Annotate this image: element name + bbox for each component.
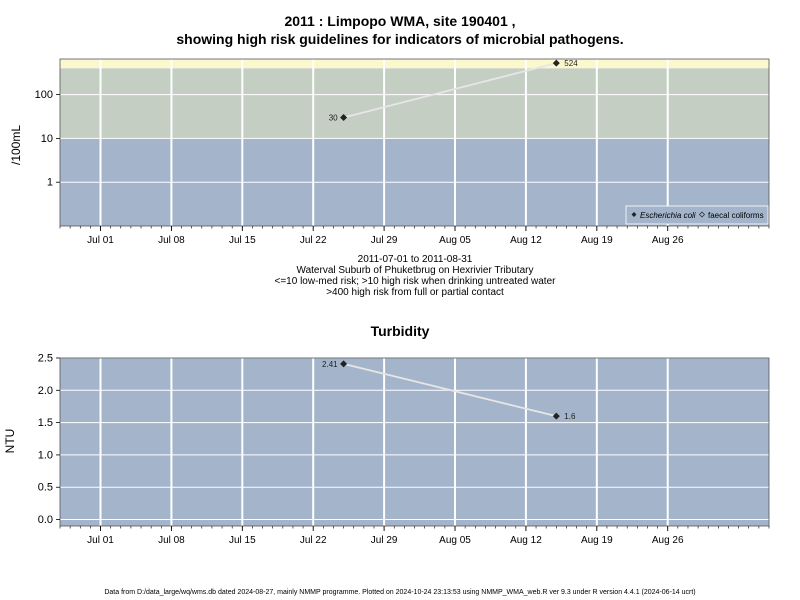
x-tick-label-5: Aug 05	[439, 535, 471, 546]
series-line-0	[343, 362, 557, 418]
data-point-1	[552, 412, 560, 420]
plot-background	[60, 358, 769, 526]
y-tick-label-3: 1.5	[38, 417, 53, 429]
chart-title-line2: showing high risk guidelines for indicat…	[176, 31, 624, 47]
x-tick-label-0: Jul 01	[87, 535, 114, 546]
data-label-1: 1.6	[564, 412, 576, 421]
series-line-0	[343, 62, 557, 119]
legend-box	[625, 205, 769, 225]
x-tick-label-0: Jul 01	[87, 235, 114, 246]
legend-entry-faecal: faecal coliforms	[708, 211, 764, 220]
legend-marker-faecal	[699, 211, 705, 218]
x-tick-label-8: Aug 26	[652, 535, 684, 546]
data-point-0	[340, 360, 348, 368]
x-tick-label-3: Jul 22	[300, 235, 327, 246]
x-tick-label-4: Jul 29	[371, 235, 398, 246]
x-tick-label-1: Jul 08	[158, 235, 185, 246]
x-tick-label-2: Jul 15	[229, 235, 256, 246]
y-tick-label-0: 0.0	[38, 514, 53, 526]
ecoli-chart: 1 10 100 Jul 01 Jul 08 Jul 15 Jul 22 Jul 29 Aug …	[35, 58, 770, 246]
y-tick-label-0: 1	[47, 177, 53, 189]
data-label-0: 2.41	[322, 360, 338, 369]
x-tick-label-6: Aug 12	[510, 235, 542, 246]
x-tick-label-5: Aug 05	[439, 235, 471, 246]
y-tick-label-2: 1.0	[38, 449, 53, 461]
data-label-0: 30	[329, 114, 338, 123]
y-tick-label-5: 2.5	[38, 353, 53, 365]
legend-marker-ecoli	[631, 212, 637, 217]
x-tick-label-4: Jul 29	[371, 535, 398, 546]
y-tick-label-1: 0.5	[38, 482, 53, 494]
x-tick-label-2: Jul 15	[229, 535, 256, 546]
caption-risk-drinking: <=10 low-med risk; >10 high risk when dr…	[274, 276, 556, 287]
chart-title-line1: 2011 : Limpopo WMA, site 190401 ,	[284, 13, 516, 29]
y-tick-label-1: 10	[41, 133, 53, 145]
data-point-0	[340, 114, 348, 122]
caption-site: Waterval Suburb of Phuketbrug on Hexrivi…	[296, 265, 534, 276]
x-tick-label-8: Aug 26	[652, 235, 684, 246]
caption-risk-contact: >400 high risk from full or partial cont…	[326, 287, 504, 298]
turbidity-chart: 0.0 0.5 1.0 1.5 2.0 2.5 Jul 01 Jul 08 Jul 15 Jul …	[38, 353, 770, 546]
footer-note: Data from D:/data_large/wq/wms.db dated …	[104, 589, 696, 596]
risk-band-2	[60, 59, 769, 69]
legend-entry-ecoli: Escherichia coli	[640, 211, 696, 220]
x-tick-label-6: Aug 12	[510, 535, 542, 546]
x-tick-label-3: Jul 22	[300, 535, 327, 546]
risk-band-1	[60, 68, 769, 139]
y-tick-label-4: 2.0	[38, 385, 53, 397]
data-label-1: 524	[564, 59, 578, 68]
caption-date-range: 2011-07-01 to 2011-08-31	[357, 254, 473, 265]
data-point-1	[552, 59, 560, 67]
x-tick-label-1: Jul 08	[158, 535, 185, 546]
turbidity-title: Turbidity	[370, 323, 430, 339]
x-tick-label-7: Aug 19	[581, 535, 613, 546]
y-tick-label-2: 100	[35, 89, 53, 101]
x-tick-label-7: Aug 19	[581, 235, 613, 246]
